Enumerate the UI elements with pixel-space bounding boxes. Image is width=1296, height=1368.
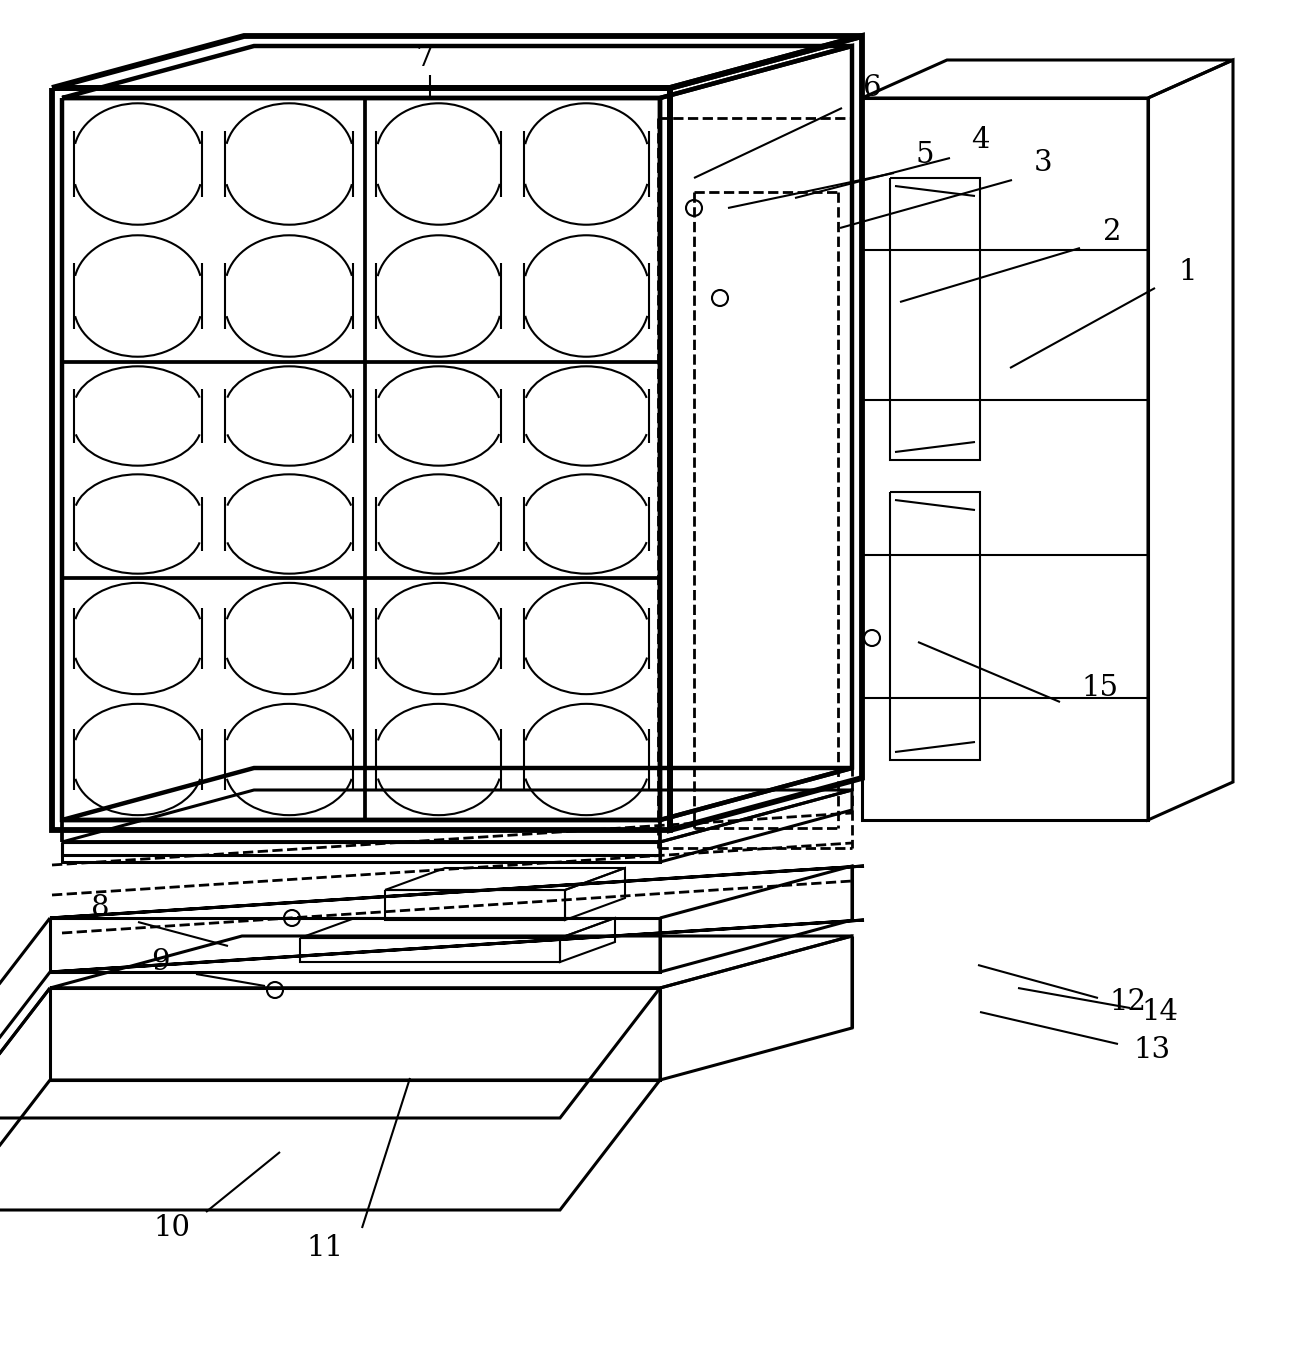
Text: 13: 13 xyxy=(1134,1036,1170,1064)
Text: 7: 7 xyxy=(416,44,434,73)
Text: 9: 9 xyxy=(150,948,170,975)
Text: 3: 3 xyxy=(1034,149,1052,176)
Text: 11: 11 xyxy=(306,1234,343,1263)
Text: 2: 2 xyxy=(1103,218,1121,246)
Text: 6: 6 xyxy=(863,74,881,103)
Text: 15: 15 xyxy=(1081,674,1118,702)
Text: 14: 14 xyxy=(1142,999,1178,1026)
Text: 8: 8 xyxy=(91,895,109,922)
Text: 4: 4 xyxy=(971,126,989,155)
Text: 12: 12 xyxy=(1109,988,1147,1016)
Text: 10: 10 xyxy=(153,1213,191,1242)
Text: 1: 1 xyxy=(1179,259,1198,286)
Text: 5: 5 xyxy=(916,141,934,170)
